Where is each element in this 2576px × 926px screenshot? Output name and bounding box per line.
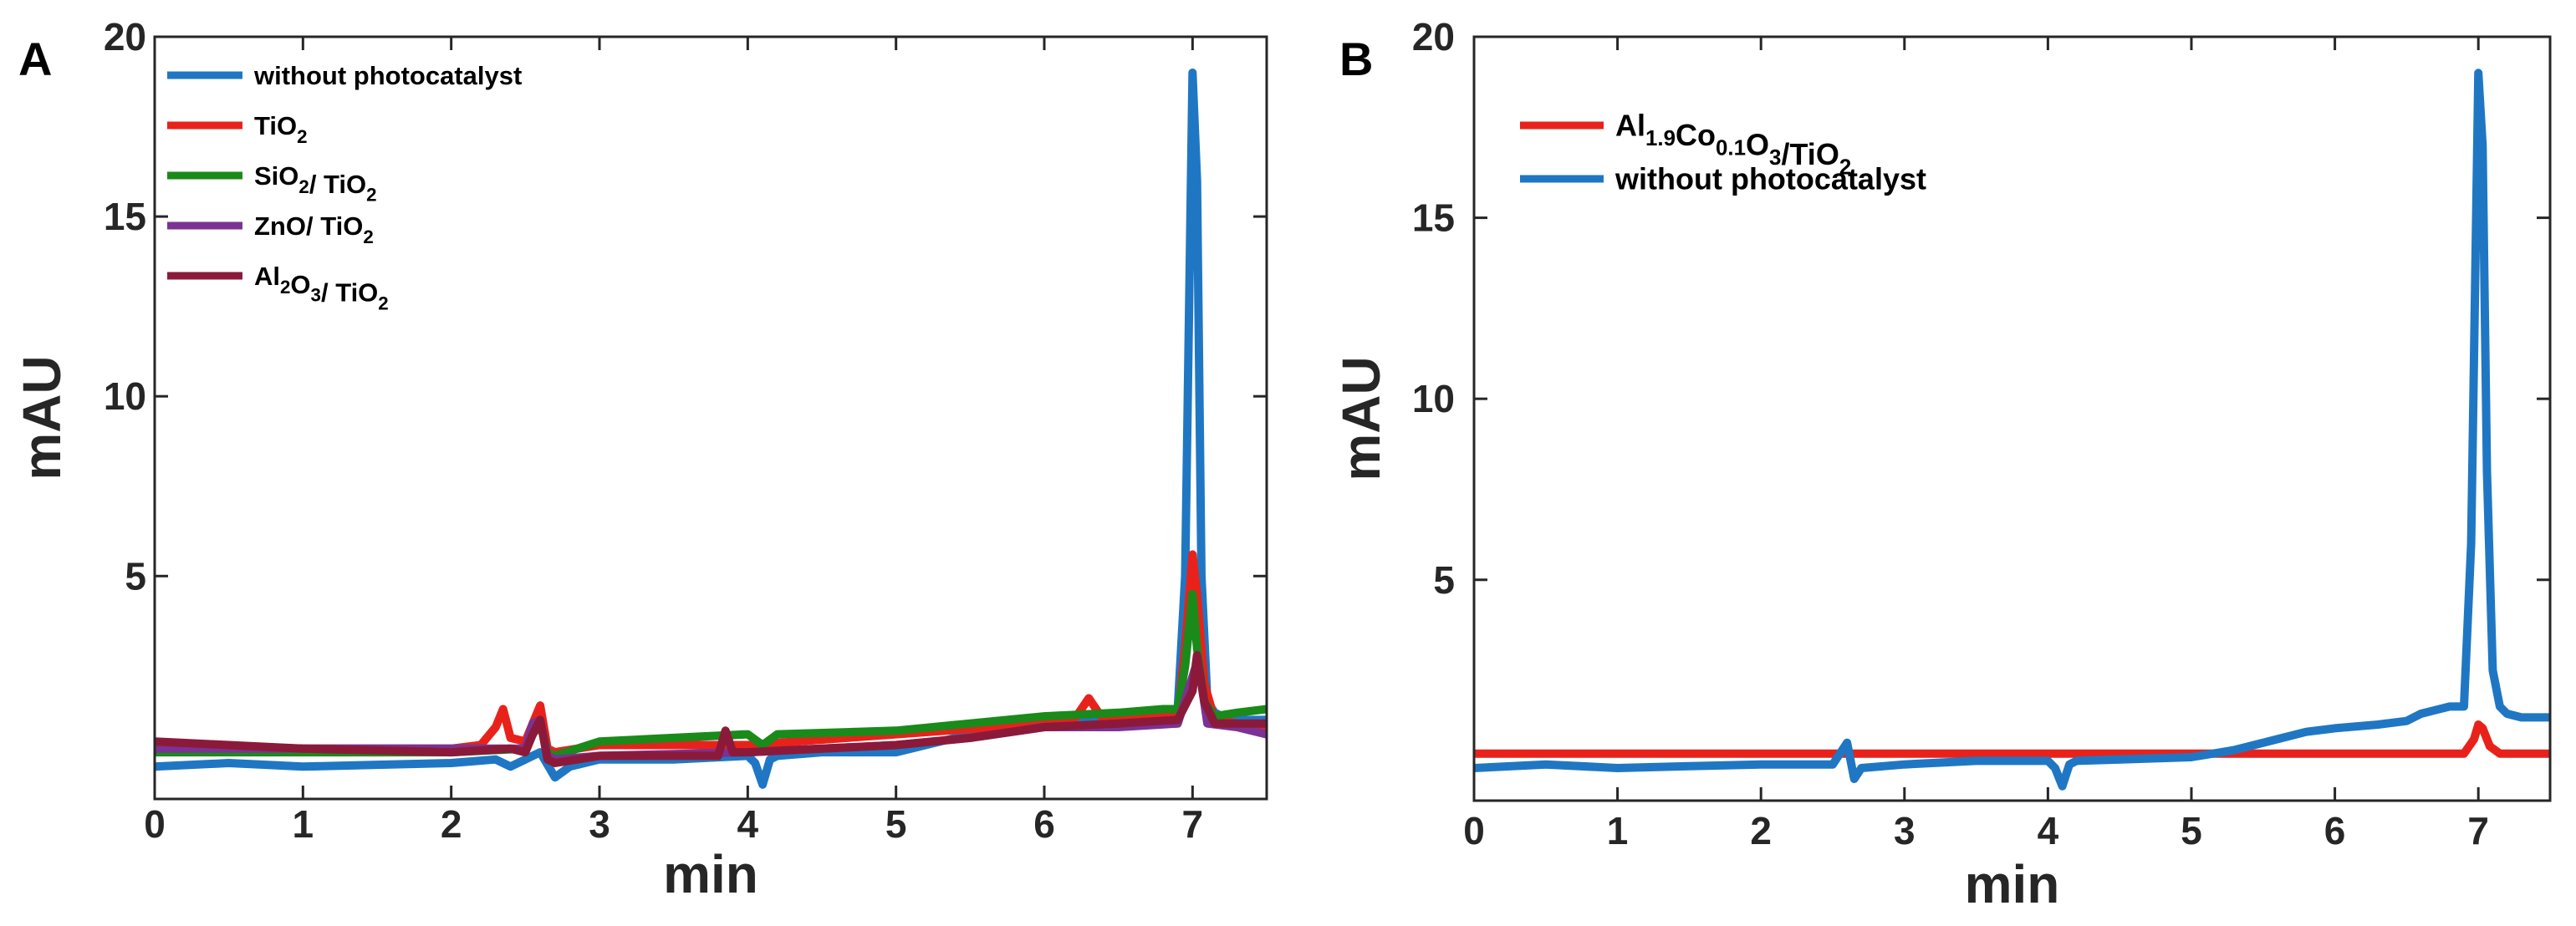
chart-panel-b: 0 1 2 3 4 5 6 7 5 10 15 20 min mAU B Al1.9Co0.1O3/TiO2w… xyxy=(1331,15,2552,914)
panel-label: B xyxy=(1339,33,1373,85)
y-tick-label: 15 xyxy=(104,195,146,238)
legend-label: TiO2 xyxy=(254,111,308,147)
x-tick-label: 3 xyxy=(1894,809,1915,852)
y-tick-label: 15 xyxy=(1412,196,1455,240)
legend-label: Al2O3/ TiO2 xyxy=(254,262,389,314)
x-tick-label: 6 xyxy=(1033,802,1055,846)
y-tick-label: 5 xyxy=(1433,558,1455,602)
x-axis-label: min xyxy=(1965,854,2060,914)
x-tick-label: 1 xyxy=(1607,809,1629,852)
x-tick-label: 4 xyxy=(2038,809,2059,852)
chart-panel-a: 0 1 2 3 4 5 6 7 5 10 15 20 min mAU A without photocatal… xyxy=(12,15,1268,904)
series-line-4 xyxy=(155,650,1267,767)
x-tick-label: 6 xyxy=(2324,809,2346,852)
x-tick-label: 3 xyxy=(589,802,610,846)
x-axis-label: min xyxy=(663,844,758,904)
x-tick-label: 0 xyxy=(1463,809,1485,852)
x-tick-label: 0 xyxy=(144,802,166,846)
y-tick-label: 10 xyxy=(104,374,146,418)
series-line-0 xyxy=(1474,720,2550,758)
y-tick-label: 20 xyxy=(104,15,146,59)
y-tick-label: 5 xyxy=(125,554,146,598)
series-line-1 xyxy=(1474,69,2550,791)
y-tick-label: 20 xyxy=(1412,15,1455,59)
x-tick-label: 7 xyxy=(1182,802,1204,846)
x-tick-label: 2 xyxy=(1750,809,1772,852)
legend-label: without photocatalyst xyxy=(253,61,522,90)
x-tick-label: 2 xyxy=(441,802,462,846)
series-line-0 xyxy=(155,69,1267,789)
x-tick-label: 4 xyxy=(737,802,759,846)
plot-frame xyxy=(153,35,1268,801)
y-tick-label: 10 xyxy=(1412,377,1455,420)
panel-label: A xyxy=(18,33,52,85)
x-tick-label: 5 xyxy=(885,802,907,846)
y-axis-label: mAU xyxy=(12,355,72,480)
x-tick-label: 5 xyxy=(2181,809,2202,852)
legend-label: SiO2/ TiO2 xyxy=(254,161,377,206)
legend-label: Al1.9Co0.1O3/TiO2 xyxy=(1615,109,1851,180)
legend-label: ZnO/ TiO2 xyxy=(254,211,374,247)
legend: without photocatalyst TiO2 SiO2/ TiO2 ZnO/… xyxy=(167,61,522,314)
plot-frame xyxy=(1472,35,2552,802)
series-line-2 xyxy=(155,589,1267,761)
x-tick-label: 7 xyxy=(2467,809,2489,852)
y-axis-label: mAU xyxy=(1331,356,1391,481)
x-tick-label: 1 xyxy=(293,802,314,846)
legend-label: without photocatalyst xyxy=(1614,162,1926,196)
